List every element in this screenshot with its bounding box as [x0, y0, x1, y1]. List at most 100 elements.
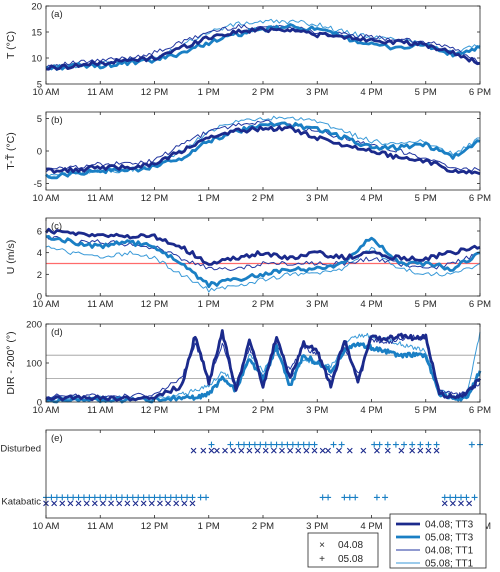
x-tick-label: 12 PM: [141, 521, 169, 532]
marker-plus: [156, 494, 163, 501]
y-tick-label: 100: [26, 359, 42, 370]
marker-x: [200, 447, 207, 454]
marker-x: [190, 447, 197, 454]
marker-plus: [151, 494, 158, 501]
marker-plus: [75, 494, 82, 501]
marker-x: [59, 500, 66, 507]
x-tick-label: 11 AM: [87, 87, 113, 98]
x-tick-label: 6 PM: [469, 193, 491, 204]
y-tick-label: 200: [26, 320, 42, 331]
marker-plus: [102, 494, 109, 501]
marker-plus: [300, 441, 307, 448]
marker-plus: [289, 441, 296, 448]
marker-plus: [203, 494, 210, 501]
marker-x: [295, 447, 302, 454]
axes-frame: [45, 323, 481, 403]
marker-plus: [273, 441, 280, 448]
marker-plus: [278, 441, 285, 448]
x-tick-label: 1 PM: [198, 405, 220, 416]
marker-plus: [251, 441, 258, 448]
marker-x: [311, 447, 318, 454]
marker-x: [417, 447, 424, 454]
marker-plus: [447, 494, 454, 501]
marker-plus: [371, 441, 378, 448]
marker-plus: [384, 441, 391, 448]
y-tick-label: 5: [37, 114, 42, 125]
x-tick-label: 11 AM: [87, 193, 113, 204]
marker-x: [398, 447, 405, 454]
marker-plus: [433, 441, 440, 448]
series-line-tt3_0508: [45, 235, 481, 289]
y-tick-label: -5: [34, 179, 42, 190]
marker-plus: [373, 494, 380, 501]
marker-x: [83, 500, 90, 507]
legend-line-label: 04.08; TT1: [425, 546, 474, 557]
y-axis-label: DIR - 200° (°): [5, 331, 17, 394]
marker-plus: [341, 494, 348, 501]
marker-plus: [295, 441, 302, 448]
x-tick-label: 10 AM: [33, 87, 60, 98]
marker-x: [75, 500, 82, 507]
marker-plus: [162, 494, 169, 501]
marker-x: [189, 500, 196, 507]
series-line-tt3_0408: [45, 26, 481, 71]
x-tick-label: 12 PM: [141, 299, 169, 310]
marker-x: [222, 447, 228, 454]
marker-x: [91, 500, 98, 507]
x-tick-label: 4 PM: [360, 299, 382, 310]
x-tick-label: 12 PM: [141, 405, 169, 416]
series-line-tt1_0408: [45, 119, 481, 173]
marker-plus: [401, 441, 408, 448]
marker-x: [409, 447, 416, 454]
marker-plus: [471, 494, 478, 501]
marker-x: [148, 500, 155, 507]
y-tick-label: 5: [37, 80, 42, 91]
series-line-tt3_0508: [45, 341, 482, 404]
panel-label: (c): [51, 221, 62, 232]
x-tick-label: 4 PM: [360, 193, 382, 204]
marker-x: [325, 447, 331, 454]
marker-plus: [97, 494, 104, 501]
marker-plus: [108, 494, 115, 501]
panel-d: 0 100 200 10 AM 11 AM 12 PM 1 PM 2 PM 3 PM 4 PM 5 …: [5, 320, 491, 417]
x-tick-label: 2 PM: [252, 405, 274, 416]
marker-plus: [325, 494, 332, 501]
legend-marker-symbol: +: [319, 554, 325, 565]
legend-marker-label: 04.08: [338, 540, 363, 551]
marker-plus: [284, 441, 291, 448]
marker-plus: [458, 494, 465, 501]
y-axis-label: T-T̃ (°C): [4, 132, 17, 169]
panel-label: (e): [51, 433, 63, 444]
x-tick-label: 5 PM: [415, 193, 437, 204]
marker-plus: [70, 494, 77, 501]
y-axis-label: T (°C): [5, 31, 17, 59]
marker-x: [208, 447, 215, 454]
marker-x: [374, 447, 380, 454]
x-tick-label: 2 PM: [252, 87, 274, 98]
panel-label: (d): [51, 327, 63, 338]
marker-plus: [118, 494, 125, 501]
y-tick-label: 15: [31, 28, 42, 39]
marker-x: [238, 447, 245, 454]
legend-line-label: 05.08; TT3: [425, 533, 474, 544]
series-line-tt1_0508: [45, 245, 481, 293]
marker-x: [132, 500, 139, 507]
marker-plus: [306, 441, 313, 448]
marker-plus: [189, 494, 196, 501]
marker-plus: [53, 494, 60, 501]
x-tick-label: 3 PM: [306, 193, 328, 204]
marker-x: [116, 500, 123, 507]
marker-plus: [113, 494, 120, 501]
marker-x: [262, 447, 269, 454]
marker-x: [287, 447, 294, 454]
marker-plus: [452, 494, 459, 501]
marker-x: [108, 500, 114, 507]
marker-plus: [241, 441, 248, 448]
marker-plus: [91, 494, 98, 501]
legend-frame: [307, 532, 379, 568]
axes-frame: [45, 429, 481, 519]
x-tick-label: 3 PM: [306, 87, 328, 98]
marker-plus: [59, 494, 66, 501]
x-tick-label: 6 PM: [469, 299, 491, 310]
panel-b: -5 0 5 10 AM 11 AM 12 PM 1 PM 2 PM 3 PM 4 PM 5 PM 6…: [4, 111, 491, 204]
